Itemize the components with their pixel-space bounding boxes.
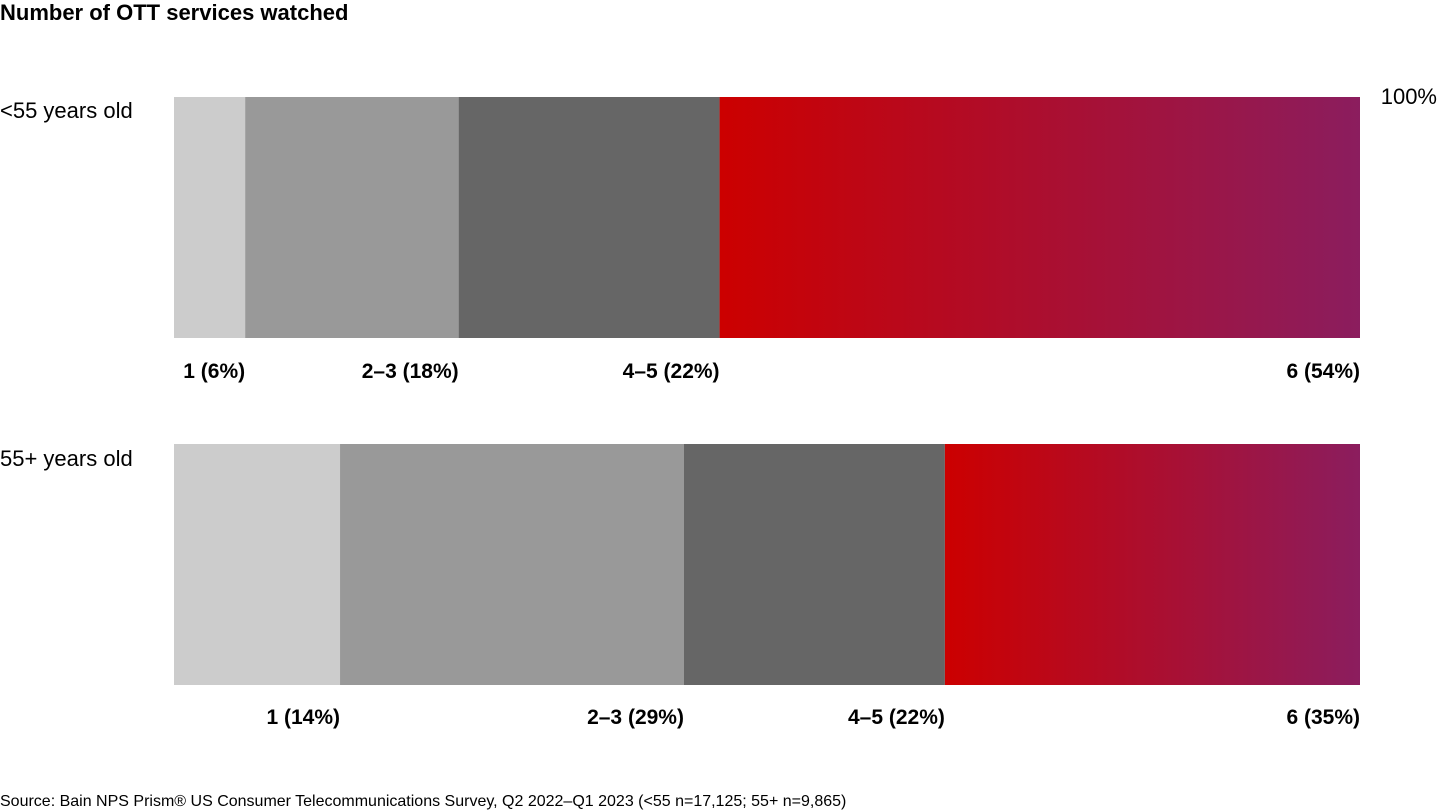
bars-group: <55 years old 1 (6%) 2–3 (18%) 4–5 (22%) 6 (… [0,97,1360,729]
segment-label: 6 (54%) [1286,360,1360,383]
bar-segment-2 [245,97,459,338]
bar-segment-3 [458,97,720,338]
segment-label: 2–3 (29%) [587,706,684,729]
scale-label-100: 100% [1381,84,1437,109]
bar-segment-4 [719,97,1360,338]
segment-label: 1 (6%) [183,360,245,383]
bar-segment-1 [174,97,246,338]
bar-segment-3 [683,444,945,685]
segment-label: 2–3 (18%) [362,360,459,383]
row-label: <55 years old [0,98,133,123]
bar-segment-2 [340,444,684,685]
segment-label: 1 (14%) [267,706,341,729]
segment-label: 4–5 (22%) [623,360,720,383]
bar-segment-1 [174,444,341,685]
bar-segment-4 [944,444,1360,685]
segment-label: 6 (35%) [1286,706,1360,729]
chart-title: Number of OTT services watched [0,0,348,25]
segment-label: 4–5 (22%) [848,706,945,729]
source-note: Source: Bain NPS Prism® US Consumer Tele… [0,793,846,810]
row-label: 55+ years old [0,446,133,471]
